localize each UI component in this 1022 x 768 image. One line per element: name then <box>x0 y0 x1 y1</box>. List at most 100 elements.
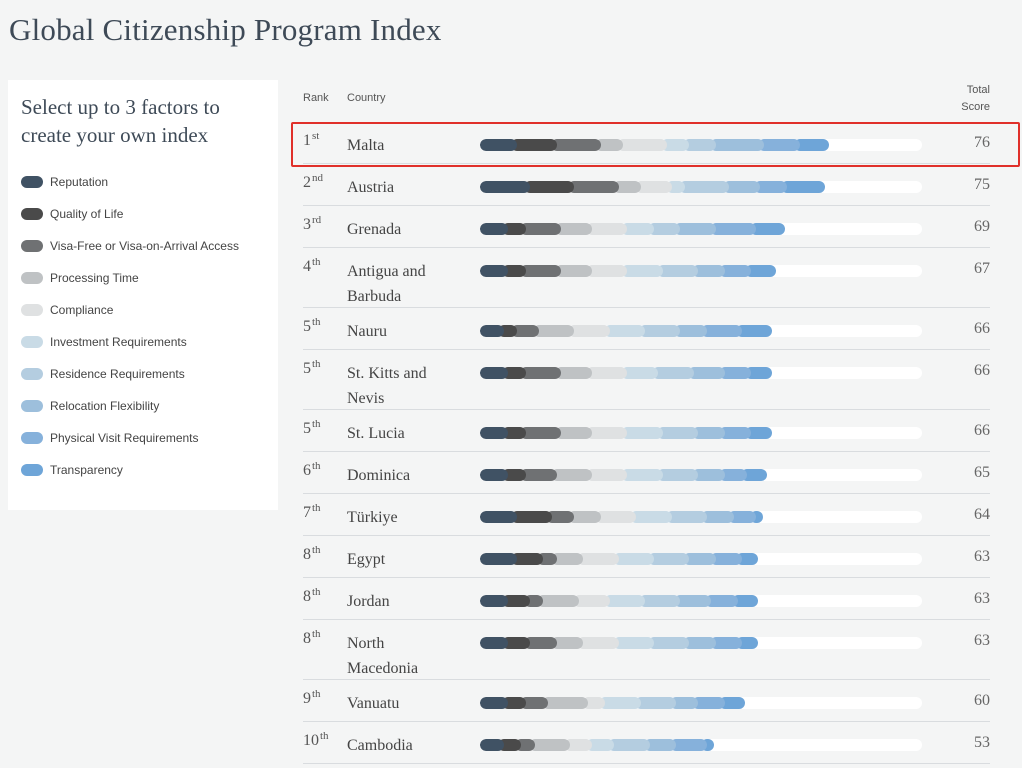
bar-segment <box>480 181 531 193</box>
factor-toggle[interactable]: Quality of Life <box>21 204 123 224</box>
table-row[interactable]: 9th Vanuatu 60 <box>303 680 990 722</box>
bar-segment <box>674 595 712 607</box>
bar-segment <box>630 511 672 523</box>
factor-toggle[interactable]: Physical Visit Requirements <box>21 428 199 448</box>
table-row[interactable]: 7th Türkiye 64 <box>303 494 990 536</box>
table-row[interactable]: 2nd Austria 75 <box>303 164 990 206</box>
rank-label: 5th <box>303 316 321 336</box>
rank-number: 8 <box>303 546 311 563</box>
bar-segment <box>745 427 772 439</box>
table-row[interactable]: 8th Jordan 63 <box>303 578 990 620</box>
bar-segment <box>502 595 531 607</box>
rank-number: 5 <box>303 420 311 437</box>
bar-segment <box>603 595 646 607</box>
rank-suffix: st <box>312 130 320 142</box>
bar-segment <box>572 595 610 607</box>
bar-segment <box>546 511 575 523</box>
factor-toggle[interactable]: Relocation Flexibility <box>21 396 159 416</box>
table-row[interactable]: 8th Egypt 63 <box>303 536 990 578</box>
rank-suffix: th <box>320 730 329 742</box>
factor-swatch <box>21 336 43 348</box>
panel-title: Select up to 3 factors to create your ow… <box>21 95 220 147</box>
factor-toggle[interactable]: Reputation <box>21 172 108 192</box>
bar-segment <box>480 469 509 481</box>
rank-suffix: th <box>312 358 321 370</box>
score-bar <box>480 427 922 439</box>
bar-segment <box>568 181 619 193</box>
bar-segment <box>740 469 768 481</box>
bar-segment <box>656 427 699 439</box>
bar-segment <box>621 469 663 481</box>
country-name: Grenada <box>347 221 402 238</box>
table-row[interactable]: 1st Malta 76 <box>303 122 990 164</box>
factor-toggle[interactable]: Transparency <box>21 460 123 480</box>
bar-segment <box>647 223 681 235</box>
bar-segment <box>736 637 759 649</box>
score-bar <box>480 595 922 607</box>
bar-segment <box>612 181 641 193</box>
bar-segment <box>754 181 787 193</box>
bar-segment <box>586 469 628 481</box>
table-row[interactable]: 5th St. Lucia 66 <box>303 410 990 452</box>
rank-suffix: th <box>312 502 321 514</box>
bar-segment <box>670 739 707 751</box>
factor-toggle[interactable]: Residence Requirements <box>21 364 185 384</box>
bar-segment <box>537 595 579 607</box>
bar-segment <box>524 637 557 649</box>
rank-label: 1st <box>303 130 319 150</box>
factor-toggle[interactable]: Compliance <box>21 300 113 320</box>
rank-label: 9th <box>303 688 321 708</box>
rank-number: 3 <box>303 216 311 233</box>
table-row[interactable]: 10th Cambodia 53 <box>303 722 990 764</box>
bar-segment <box>502 223 526 235</box>
bar-segment <box>480 697 509 709</box>
bar-segment <box>656 265 699 277</box>
bar-segment <box>780 181 825 193</box>
bar-segment <box>692 265 725 277</box>
bar-segment <box>701 511 734 523</box>
rank-label: 5th <box>303 358 321 378</box>
bar-segment <box>550 469 593 481</box>
bar-segment <box>709 637 743 649</box>
bar-segment <box>793 139 830 151</box>
score-bar <box>480 469 922 481</box>
bar-segment <box>683 553 716 565</box>
bar-segment <box>510 325 540 337</box>
bar-segment <box>480 325 504 337</box>
table-row[interactable]: 5th Nauru 66 <box>303 308 990 350</box>
total-score: 65 <box>974 464 990 481</box>
country-name: Dominica <box>347 467 411 484</box>
rank-label: 4th <box>303 256 321 276</box>
score-bar <box>480 553 922 565</box>
page-title: Global Citizenship Program Index <box>9 12 442 47</box>
factor-toggle[interactable]: Processing Time <box>21 268 139 288</box>
bar-segment <box>652 367 694 379</box>
total-score: 67 <box>974 260 990 277</box>
table-row[interactable]: 5th St. Kitts and Nevis 66 <box>303 350 990 410</box>
table-row[interactable]: 4th Antigua and Barbuda 67 <box>303 248 990 308</box>
score-bar <box>480 181 922 193</box>
bar-segment <box>718 469 747 481</box>
total-score: 64 <box>974 506 990 523</box>
rank-number: 9 <box>303 690 311 707</box>
bar-segment <box>555 427 593 439</box>
total-header-line1: Total <box>966 84 990 96</box>
table-row[interactable]: 3rd Grenada 69 <box>303 206 990 248</box>
table-row[interactable]: 6th Dominica 65 <box>303 452 990 494</box>
bar-segment <box>731 595 759 607</box>
bar-segment <box>718 367 752 379</box>
total-score-column-header: Total Score <box>950 82 990 116</box>
bar-segment <box>634 697 677 709</box>
rank-suffix: th <box>312 628 321 640</box>
bar-segment <box>603 325 646 337</box>
factor-toggle[interactable]: Visa-Free or Visa-on-Arrival Access <box>21 236 239 256</box>
country-name: Antigua and Barbuda <box>347 263 426 305</box>
bar-segment <box>665 511 707 523</box>
table-row[interactable]: 8th North Macedonia 63 <box>303 620 990 680</box>
bar-segment <box>550 553 584 565</box>
bar-segment <box>550 139 601 151</box>
factor-toggle[interactable]: Investment Requirements <box>21 332 187 352</box>
bar-segment <box>502 637 531 649</box>
score-bar <box>480 637 922 649</box>
factor-swatch <box>21 304 43 316</box>
